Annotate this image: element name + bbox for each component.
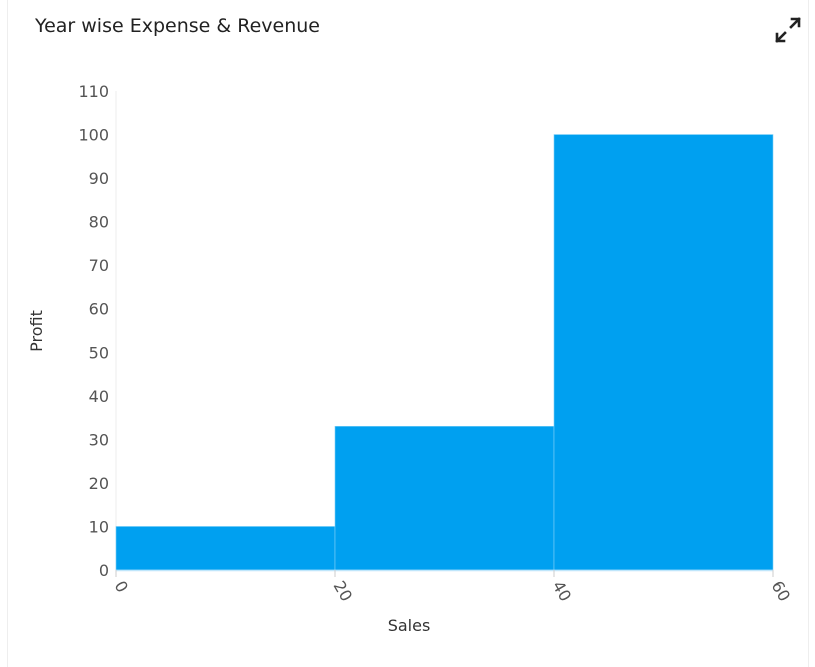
chart-title: Year wise Expense & Revenue (35, 15, 320, 37)
expand-arrows-icon[interactable] (772, 14, 804, 46)
histogram-bar (553, 134, 774, 571)
y-tick-label: 110 (78, 82, 109, 101)
x-tick-label: 60 (768, 578, 795, 605)
histogram-bar (334, 425, 555, 571)
y-tick-label: 10 (89, 517, 109, 536)
y-tick-label: 0 (99, 561, 109, 580)
histogram-bar (115, 526, 336, 571)
x-tick-label: 40 (549, 578, 576, 605)
y-tick-label: 20 (89, 474, 109, 493)
y-tick-label: 50 (89, 343, 109, 362)
y-tick-label: 30 (89, 430, 109, 449)
x-axis-label: Sales (388, 616, 431, 635)
y-tick-label: 90 (89, 169, 109, 188)
y-tick-label: 60 (89, 300, 109, 319)
y-tick-label: 40 (89, 387, 109, 406)
y-axis-label: Profit (27, 310, 46, 352)
y-tick-label: 80 (89, 213, 109, 232)
y-tick-label: 70 (89, 256, 109, 275)
y-tick-label: 100 (78, 126, 109, 145)
x-tick-label: 0 (111, 578, 133, 596)
x-tick-label: 20 (330, 578, 357, 605)
